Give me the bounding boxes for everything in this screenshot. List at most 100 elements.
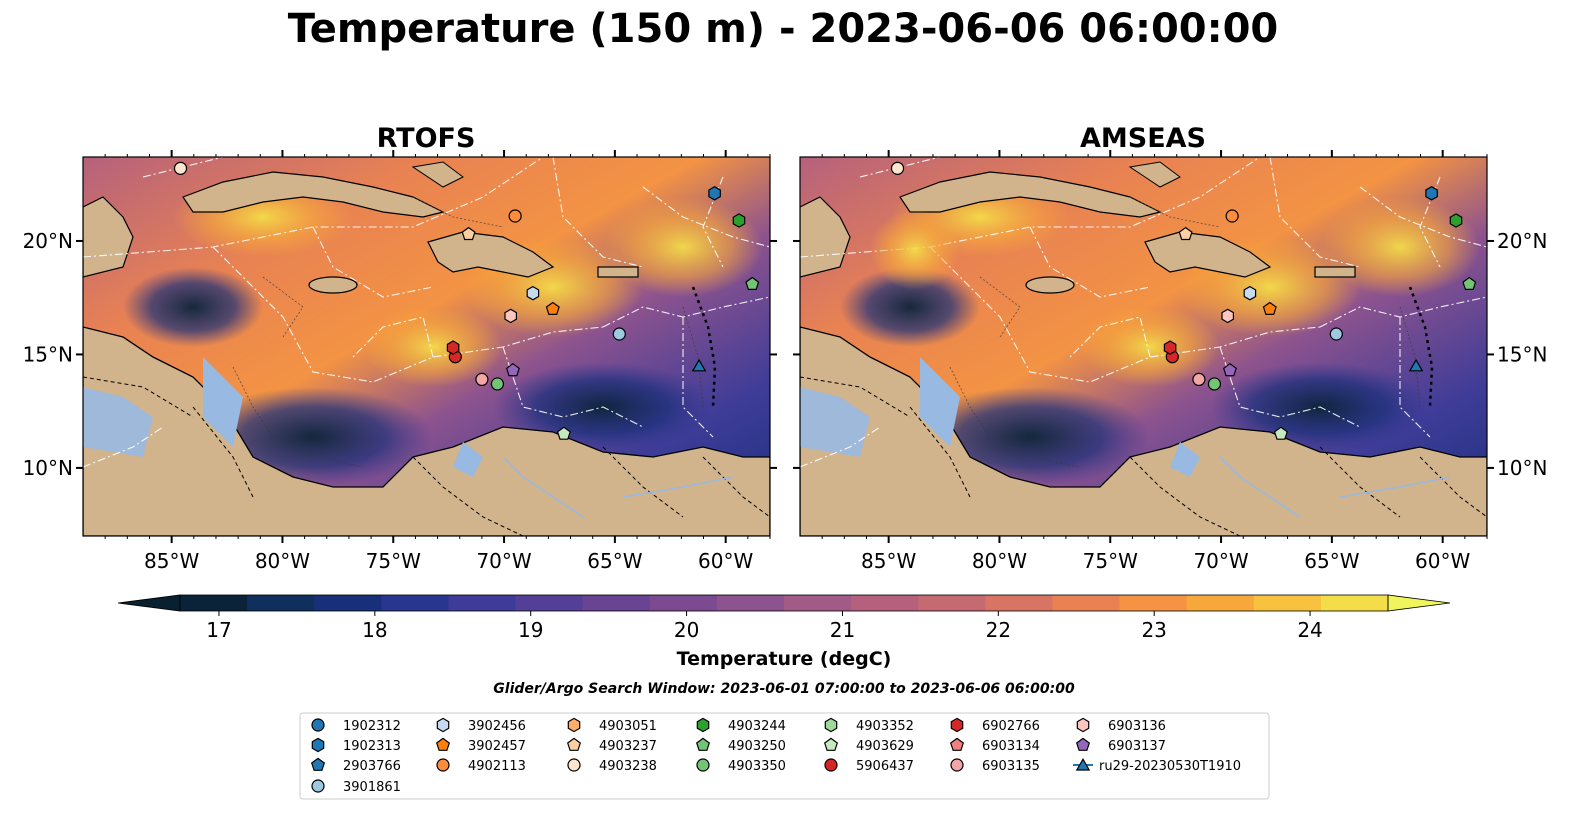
map-panel-rtofs [83,157,770,536]
figure-title: Temperature (150 m) - 2023-06-06 06:00:0… [288,6,1279,52]
lon-tick-label: 85°W [861,549,916,573]
axis-ticks: 85°W 80°W 75°W 70°W 65°W 60°W 20°N 15°N 10°N 85°W… [23,150,1547,573]
lon-tick-label: 75°W [366,549,421,573]
platform-marker-6903137 [1223,362,1237,377]
colorbar-segment [1052,595,1121,611]
map-frame-amseas [799,156,1488,537]
map-frame-rtofs [82,156,771,537]
platform-marker-4903237 [461,226,476,241]
colorbar-segment [918,595,986,611]
colorbar-segment [314,595,382,611]
legend-marker-4903352 [824,717,838,733]
legend-label: 3902456 [468,719,526,734]
lon-tick-label: 80°W [972,549,1027,573]
lon-tick-label: 75°W [1083,549,1138,573]
legend-label: 4903237 [599,739,657,754]
legend: 1902312 1902313 2903766 3901861 3902456 39024… [310,717,1241,795]
platform-marker-6902766 [1163,340,1177,355]
legend-label: 4903051 [599,719,657,734]
legend-marker-1902312 [311,718,325,732]
colorbar-segment [851,595,919,611]
lon-tick-label: 70°W [476,549,531,573]
legend-label: 1902313 [343,739,401,754]
legend-marker-6903136 [1076,717,1090,733]
legend-marker-ru29-20230530T1910 [1075,757,1091,771]
colorbar-segment [716,595,785,611]
lon-tick-label: 60°W [698,549,753,573]
legend-label: 4903350 [728,759,786,774]
colorbar-segment [582,595,651,611]
platform-marker-4903244 [1449,213,1463,228]
legend-label: 5906437 [856,759,914,774]
legend-marker-4903350 [696,758,710,772]
legend-label: 3902457 [468,739,526,754]
lon-tick-label: 65°W [587,549,642,573]
lat-tick-label: 15°N [1497,342,1547,366]
platform-marker-3901861 [1329,327,1343,341]
legend-marker-3902457 [435,737,451,751]
legend-marker-2903766 [310,757,326,771]
map-panel-amseas [800,157,1487,536]
platform-marker-4903350 [490,377,505,391]
colorbar-segment [1320,595,1389,611]
platform-marker-4903350 [1207,377,1222,391]
platform-marker-6903135 [475,372,489,387]
platform-marker-3902456 [526,285,540,301]
platform-markers [173,161,1477,440]
platform-marker-1902313 [1425,186,1438,201]
panel-title-amseas: AMSEAS [1080,123,1206,154]
platform-marker-4902113 [1225,209,1239,223]
colorbar-label: Temperature (degC) [677,648,892,670]
legend-marker-6903137 [1075,737,1091,751]
colorbar-tick-label: 17 [206,618,231,642]
platform-marker-6903136 [504,308,518,324]
legend-marker-4903238 [567,758,581,772]
platform-marker-4903244 [732,213,746,228]
legend-label: 4903244 [728,719,786,734]
legend-label: 6903136 [1108,719,1166,734]
legend-marker-4903629 [823,737,839,751]
colorbar-over-arrow [1387,594,1451,612]
legend-marker-4903250 [695,737,711,751]
platform-marker-4903629 [1273,426,1288,440]
colorbar-segment [381,595,449,611]
colorbar-segment [784,595,852,611]
legend-marker-3902456 [436,717,450,733]
lat-tick-label: 20°N [1497,229,1547,253]
platform-marker-6903136 [1221,308,1235,324]
platform-marker-4903250 [1462,276,1477,290]
colorbar-tick-label: 20 [674,618,699,642]
legend-label: 6903137 [1108,739,1166,754]
legend-marker-4903244 [696,717,710,733]
colorbar-segment [1253,595,1322,611]
colorbar-segment [180,595,248,611]
lat-tick-label: 10°N [1497,456,1547,480]
legend-label: 4903352 [856,719,914,734]
legend-label: 3901861 [343,780,401,795]
lon-tick-label: 60°W [1415,549,1470,573]
lat-tick-label: 10°N [23,456,73,480]
platform-marker-4903238 [890,161,905,175]
lat-tick-label: 15°N [23,342,73,366]
platform-marker-3902456 [1243,285,1257,301]
legend-label: 4903250 [728,739,786,754]
legend-box [299,712,1270,800]
legend-label: ru29-20230530T1910 [1099,759,1241,774]
colorbar: 17 18 19 20 21 22 23 24 [117,594,1451,642]
platform-marker-3902457 [545,301,560,315]
legend-label: 6902766 [982,719,1040,734]
legend-label: 6903135 [982,759,1040,774]
legend-label: 4902113 [468,759,526,774]
colorbar-segment [649,595,718,611]
colorbar-segment [1119,595,1188,611]
colorbar-segment [515,595,584,611]
platform-marker-6902766 [446,340,460,355]
colorbar-frame [179,594,1389,612]
platform-marker-6903137 [506,362,520,377]
colorbar-under-arrow [117,594,181,612]
colorbar-tick-label: 18 [362,618,387,642]
lon-tick-label: 70°W [1193,549,1248,573]
platform-marker-4903250 [745,276,760,290]
lat-tick-label: 20°N [23,229,73,253]
